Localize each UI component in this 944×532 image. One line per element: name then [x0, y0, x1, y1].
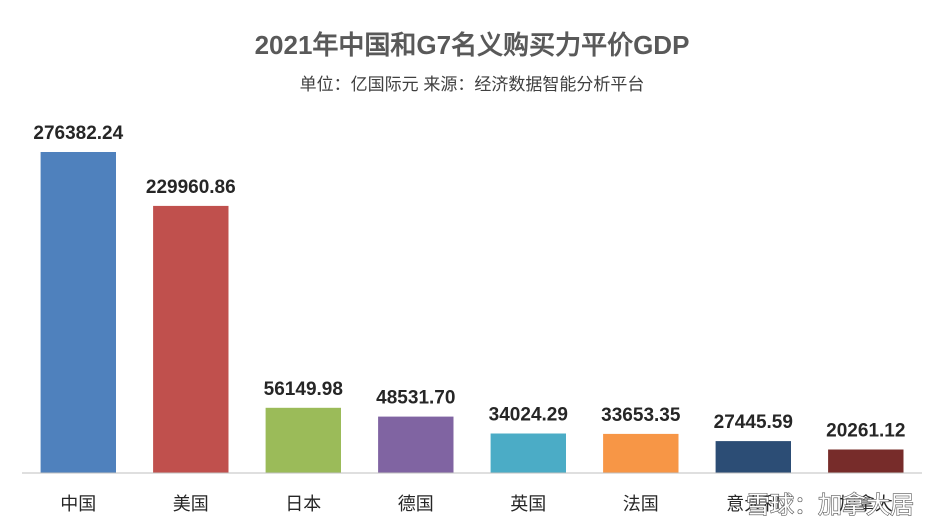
labels-group: 276382.24 中国 229960.86 美国 56149.98 日本 48531.70… — [33, 123, 905, 514]
category-label-0: 中国 — [60, 494, 96, 514]
category-label-4: 英国 — [510, 494, 546, 514]
data-label-6: 27445.59 — [714, 412, 793, 433]
bar-5 — [603, 433, 679, 473]
bar-1 — [153, 205, 229, 473]
bar-0 — [40, 152, 116, 473]
data-label-3: 48531.70 — [376, 388, 455, 409]
data-label-2: 56149.98 — [264, 379, 343, 400]
bar-6 — [715, 441, 791, 473]
data-label-1: 229960.86 — [146, 177, 236, 198]
bar-7 — [828, 449, 904, 473]
bars-group — [40, 152, 904, 473]
data-label-4: 34024.29 — [489, 405, 568, 426]
data-label-5: 33653.35 — [601, 405, 681, 426]
chart-subtitle: 单位：亿国际元 来源：经济数据智能分析平台 — [300, 75, 645, 94]
category-label-5: 法国 — [623, 494, 659, 514]
category-label-1: 美国 — [173, 494, 209, 514]
bar-4 — [490, 433, 566, 473]
category-label-6: 意大利 — [726, 494, 780, 514]
data-label-7: 20261.12 — [826, 421, 905, 442]
bar-3 — [378, 416, 454, 473]
category-label-3: 德国 — [398, 494, 434, 514]
category-label-2: 日本 — [285, 494, 321, 514]
chart-title: 2021年中国和G7名义购买力平价GDP — [255, 30, 690, 60]
bar-2 — [265, 407, 341, 473]
data-label-0: 276382.24 — [33, 123, 123, 144]
watermark: 雪球：加拿大居 — [746, 492, 914, 519]
category-label-7: 加拿大 — [839, 493, 893, 514]
